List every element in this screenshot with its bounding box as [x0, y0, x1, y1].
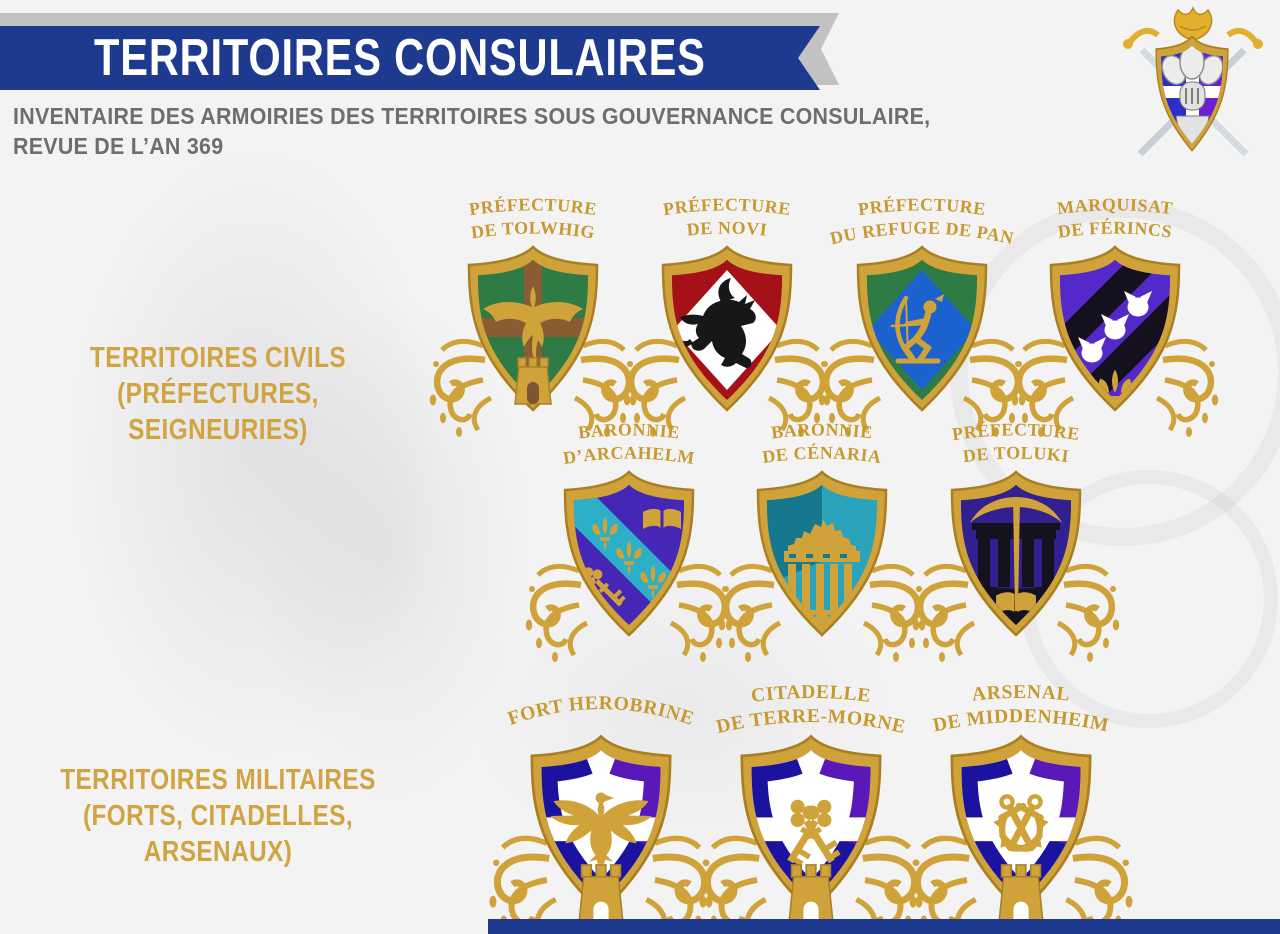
svg-text:PRÉFECTURE: PRÉFECTURE [468, 194, 598, 219]
svg-text:BARONNIE: BARONNIE [577, 419, 681, 442]
svg-text:DE TOLWHIG: DE TOLWHIG [470, 218, 597, 243]
title-banner: TERRITOIRES CONSULAIRES [0, 26, 820, 90]
coat-of-arms-novi [627, 245, 827, 434]
background-soldier-illustration [70, 150, 440, 760]
shield-unit-novi: PRÉFECTURE DE NOVI [617, 194, 837, 434]
coat-of-arms-arcahelm [529, 470, 729, 659]
shield-name-label: BARONNIE D’ARCAHELM [562, 419, 697, 469]
coat-of-arms-terre-morne [703, 735, 919, 934]
shield-label-line1: PRÉFECTURE [468, 194, 598, 219]
shield-unit-cenaria: BARONNIE DE CÉNARIA [712, 419, 932, 659]
shield-unit-tolwhig: PRÉFECTURE DE TOLWHIG [423, 194, 643, 437]
svg-text:CITADELLE: CITADELLE [750, 682, 872, 707]
section-label-militaires: TERRITOIRES MILITAIRES (FORTS, CITADELLE… [35, 762, 401, 870]
shield-label-line1: PRÉFECTURE [662, 194, 792, 219]
tower-icon [514, 357, 552, 405]
subtitle-line1: INVENTAIRE DES ARMOIRIES DES TERRITOIRES… [13, 103, 931, 129]
svg-text:D’ARCAHELM: D’ARCAHELM [562, 443, 697, 469]
page-title: TERRITOIRES CONSULAIRES [93, 29, 706, 87]
shield-name-label: CITADELLE DE TERRE-MORNE [714, 682, 907, 738]
shield-label-line2: DE TOLWHIG [470, 218, 596, 243]
coat-of-arms-toluki [916, 470, 1116, 659]
shield-name-label: PRÉFECTURE DE NOVI [662, 194, 792, 240]
svg-text:DE CÉNARIA: DE CÉNARIA [761, 442, 883, 468]
shield-label-line1: MARQUISAT [1056, 194, 1174, 218]
coat-of-arms-tolwhig [430, 245, 633, 437]
svg-text:DE FÉRINCS: DE FÉRINCS [1057, 217, 1174, 242]
shield-label-line1: ARSENAL [971, 682, 1070, 706]
section-title-line1: TERRITOIRES MILITAIRES [60, 764, 376, 796]
shield-unit-terre-morne: CITADELLE DE TERRE-MORNE [699, 682, 923, 934]
subtitle-line2: REVUE DE L’AN 369 [13, 133, 224, 159]
shield-label-line2: DE NOVI [686, 218, 768, 240]
shield-name-label: MARQUISAT DE FÉRINCS [1056, 194, 1174, 242]
shield-unit-refuge-de-pan: PRÉFECTURE DU REFUGE DE PAN [812, 194, 1032, 434]
shield-label-line1: PRÉFECTURE [951, 419, 1081, 444]
flourish-ornament [430, 341, 491, 437]
shield-label-line2: DE CÉNARIA [761, 442, 882, 468]
shield-label-line1: FORT HEROBRINE [505, 693, 696, 730]
shield-label-line1: BARONNIE [770, 419, 873, 442]
shield-name-label: PRÉFECTURE DE TOLUKI [951, 419, 1081, 467]
svg-text:PRÉFECTURE: PRÉFECTURE [857, 194, 987, 219]
shield-label-line2: DE FÉRINCS [1057, 217, 1173, 242]
shield-name-label: BARONNIE DE CÉNARIA [761, 419, 883, 468]
crest-graphic [1123, 6, 1263, 157]
pickaxe-icon [970, 497, 1062, 611]
coat-of-arms-middenheim [913, 735, 1129, 934]
shield-name-label: ARSENAL DE MIDDENHEIM [931, 682, 1110, 737]
svg-text:DE TOLUKI: DE TOLUKI [962, 443, 1071, 467]
svg-text:FORT HEROBRINE: FORT HEROBRINE [505, 693, 696, 730]
coat-of-arms-ferincs [1015, 245, 1215, 434]
shield-label-line1: BARONNIE [577, 419, 680, 442]
coat-of-arms-cenaria [722, 470, 922, 659]
shield-label-line2: DE TOLUKI [962, 443, 1070, 467]
consular-crest [1112, 4, 1274, 168]
svg-text:BARONNIE: BARONNIE [770, 419, 874, 442]
section-title-line2: (PRÉFECTURES, SEIGNEURIES) [117, 378, 319, 446]
svg-text:PRÉFECTURE: PRÉFECTURE [662, 194, 792, 219]
shield-label-line1: PRÉFECTURE [857, 194, 987, 219]
shield-unit-ferincs: MARQUISAT DE FÉRINCS [1005, 194, 1225, 434]
coat-of-arms-herobrine [493, 735, 709, 934]
shield-label-line2: D’ARCAHELM [562, 443, 696, 469]
shield-label-line1: CITADELLE [750, 682, 871, 707]
section-title-line2: (FORTS, CITADELLES, ARSENAUX) [82, 800, 354, 868]
section-title-line1: TERRITOIRES CIVILS [89, 342, 347, 374]
archer-icon [890, 294, 944, 364]
svg-text:DE NOVI: DE NOVI [686, 218, 768, 240]
griffin-icon [678, 278, 756, 369]
section-label-civils: TERRITOIRES CIVILS (PRÉFECTURES, SEIGNEU… [35, 340, 401, 448]
shield-name-label: FORT HEROBRINE [505, 693, 696, 730]
shield-name-label: PRÉFECTURE DU REFUGE DE PAN [828, 194, 1015, 248]
eagle-icon [550, 792, 652, 864]
shield-name-label: PRÉFECTURE DE TOLWHIG [468, 194, 598, 243]
bottom-accent-bar [488, 919, 1280, 934]
shield-unit-toluki: PRÉFECTURE DE TOLUKI [906, 419, 1126, 659]
grenade-flame-icon [1173, 6, 1213, 41]
svg-text:ARSENAL: ARSENAL [971, 682, 1071, 706]
shield-unit-middenheim: ARSENAL DE MIDDENHEIM [909, 682, 1133, 934]
coat-of-arms-refuge-de-pan [822, 245, 1022, 434]
subtitle: INVENTAIRE DES ARMOIRIES DES TERRITOIRES… [13, 101, 930, 161]
shield-unit-herobrine: FORT HEROBRINE [489, 684, 713, 934]
svg-text:MARQUISAT: MARQUISAT [1056, 194, 1174, 218]
shield-unit-arcahelm: BARONNIE D’ARCAHELM [519, 419, 739, 659]
svg-text:PRÉFECTURE: PRÉFECTURE [951, 419, 1081, 444]
